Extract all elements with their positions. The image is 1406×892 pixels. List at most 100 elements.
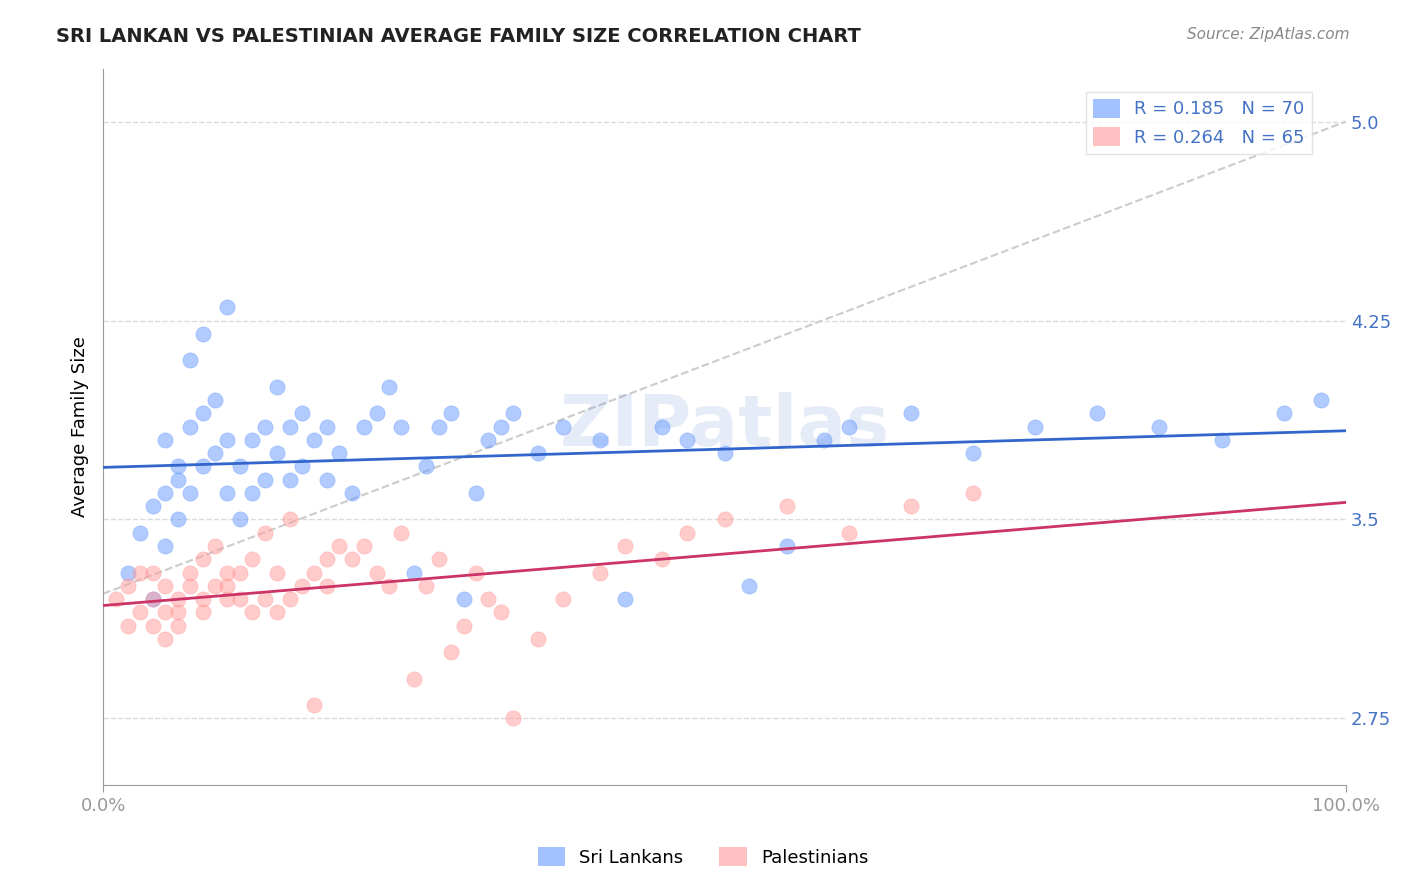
Sri Lankans (266, 380, 288, 394)
Palestinians (465, 566, 488, 580)
Sri Lankans (1310, 393, 1333, 408)
Palestinians (962, 486, 984, 500)
Text: Source: ZipAtlas.com: Source: ZipAtlas.com (1187, 27, 1350, 42)
Palestinians (304, 698, 326, 713)
Sri Lankans (315, 473, 337, 487)
Sri Lankans (155, 539, 177, 553)
Palestinians (129, 566, 152, 580)
Sri Lankans (253, 419, 276, 434)
Sri Lankans (240, 433, 263, 447)
Sri Lankans (291, 406, 314, 420)
Sri Lankans (166, 473, 188, 487)
Sri Lankans (551, 419, 574, 434)
Sri Lankans (838, 419, 860, 434)
Sri Lankans (204, 446, 226, 460)
Palestinians (155, 579, 177, 593)
Sri Lankans (962, 446, 984, 460)
Palestinians (155, 632, 177, 646)
Palestinians (253, 525, 276, 540)
Palestinians (551, 592, 574, 607)
Palestinians (117, 618, 139, 632)
Sri Lankans (204, 393, 226, 408)
Sri Lankans (253, 473, 276, 487)
Palestinians (900, 500, 922, 514)
Sri Lankans (179, 353, 201, 368)
Palestinians (104, 592, 127, 607)
Sri Lankans (217, 433, 239, 447)
Sri Lankans (389, 419, 412, 434)
Palestinians (117, 579, 139, 593)
Palestinians (440, 645, 463, 659)
Palestinians (166, 605, 188, 619)
Sri Lankans (415, 459, 437, 474)
Sri Lankans (240, 486, 263, 500)
Sri Lankans (1024, 419, 1046, 434)
Sri Lankans (713, 446, 735, 460)
Palestinians (402, 672, 425, 686)
Sri Lankans (117, 566, 139, 580)
Sri Lankans (229, 459, 252, 474)
Palestinians (278, 512, 301, 526)
Sri Lankans (676, 433, 699, 447)
Sri Lankans (191, 406, 214, 420)
Palestinians (204, 579, 226, 593)
Palestinians (291, 579, 314, 593)
Sri Lankans (191, 326, 214, 341)
Palestinians (502, 711, 524, 725)
Sri Lankans (477, 433, 499, 447)
Sri Lankans (589, 433, 612, 447)
Palestinians (713, 512, 735, 526)
Legend: R = 0.185   N = 70, R = 0.264   N = 65: R = 0.185 N = 70, R = 0.264 N = 65 (1085, 92, 1312, 154)
Palestinians (229, 566, 252, 580)
Sri Lankans (340, 486, 363, 500)
Sri Lankans (155, 486, 177, 500)
Palestinians (304, 566, 326, 580)
Sri Lankans (304, 433, 326, 447)
Text: SRI LANKAN VS PALESTINIAN AVERAGE FAMILY SIZE CORRELATION CHART: SRI LANKAN VS PALESTINIAN AVERAGE FAMILY… (56, 27, 860, 45)
Text: ZIPatlas: ZIPatlas (560, 392, 890, 461)
Sri Lankans (465, 486, 488, 500)
Sri Lankans (217, 486, 239, 500)
Sri Lankans (229, 512, 252, 526)
Palestinians (676, 525, 699, 540)
Palestinians (166, 592, 188, 607)
Palestinians (191, 552, 214, 566)
Palestinians (217, 566, 239, 580)
Y-axis label: Average Family Size: Average Family Size (72, 336, 89, 517)
Sri Lankans (738, 579, 761, 593)
Sri Lankans (489, 419, 512, 434)
Palestinians (129, 605, 152, 619)
Sri Lankans (775, 539, 797, 553)
Sri Lankans (142, 592, 165, 607)
Sri Lankans (502, 406, 524, 420)
Palestinians (340, 552, 363, 566)
Palestinians (328, 539, 350, 553)
Palestinians (155, 605, 177, 619)
Palestinians (477, 592, 499, 607)
Palestinians (217, 579, 239, 593)
Legend: Sri Lankans, Palestinians: Sri Lankans, Palestinians (530, 840, 876, 874)
Palestinians (489, 605, 512, 619)
Sri Lankans (440, 406, 463, 420)
Sri Lankans (315, 419, 337, 434)
Palestinians (315, 552, 337, 566)
Sri Lankans (166, 512, 188, 526)
Palestinians (266, 566, 288, 580)
Palestinians (179, 579, 201, 593)
Palestinians (378, 579, 401, 593)
Palestinians (427, 552, 450, 566)
Sri Lankans (278, 419, 301, 434)
Palestinians (179, 566, 201, 580)
Palestinians (142, 592, 165, 607)
Sri Lankans (291, 459, 314, 474)
Sri Lankans (651, 419, 673, 434)
Palestinians (217, 592, 239, 607)
Sri Lankans (614, 592, 637, 607)
Sri Lankans (278, 473, 301, 487)
Sri Lankans (453, 592, 475, 607)
Sri Lankans (527, 446, 550, 460)
Palestinians (415, 579, 437, 593)
Sri Lankans (378, 380, 401, 394)
Sri Lankans (402, 566, 425, 580)
Sri Lankans (1149, 419, 1171, 434)
